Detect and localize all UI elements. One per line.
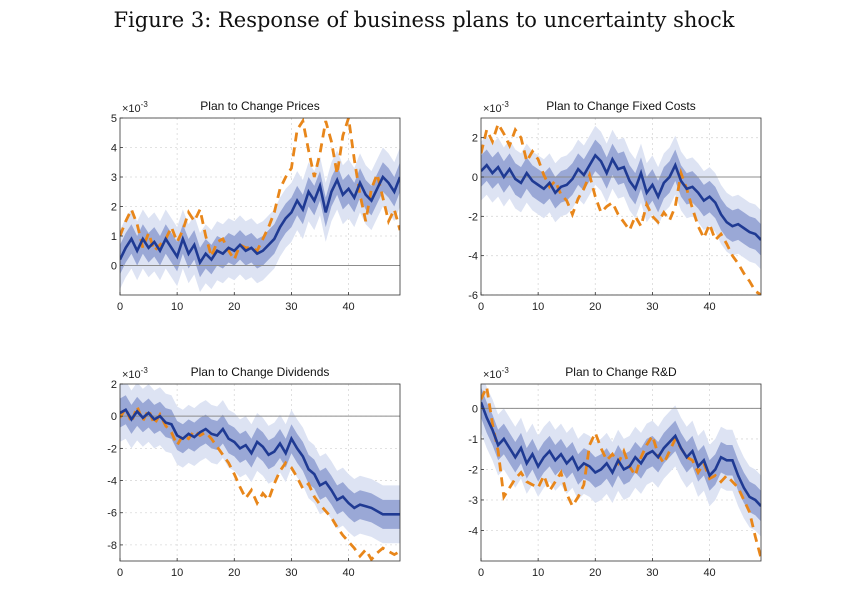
axes-frame [480, 117, 762, 296]
axis-multiplier: ×10-3 [483, 366, 509, 381]
y-tick-label: 1 [111, 231, 117, 243]
axes-frame [480, 383, 762, 562]
x-tick-label: 40 [703, 567, 715, 579]
y-tick-label: -8 [107, 540, 117, 552]
panel-title: Plan to Change Fixed Costs [546, 99, 695, 113]
panel-plan-to-change-fixed-costs: 0 10 20 30 40 -6 -4 -2 0 2 ×10-3 Plan to Change Fix… [466, 95, 776, 325]
panel-plan-to-change-prices: 0 10 20 30 40 0 1 2 3 4 5 ×10-3 Plan to Change Price… [105, 95, 415, 325]
confidence-band-inner [481, 139, 761, 256]
x-tick-label: 10 [532, 567, 544, 579]
series-median-line [120, 174, 400, 266]
y-tick-label: 2 [111, 202, 117, 214]
axis-multiplier: ×10-3 [122, 366, 148, 381]
y-tick-label: -4 [107, 476, 117, 488]
y-tick-label: -3 [468, 495, 478, 507]
x-tick-label: 0 [478, 567, 484, 579]
plot-area [481, 118, 761, 295]
panel-title: Plan to Change R&D [565, 365, 677, 379]
axis-multiplier: ×10-3 [122, 100, 148, 115]
x-tick-label: 10 [171, 567, 183, 579]
y-tick-label: 5 [111, 113, 117, 125]
y-tick-label: -1 [468, 434, 478, 446]
x-tick-label: 0 [117, 301, 123, 313]
y-tick-label: -4 [468, 251, 478, 263]
series-dashed-line [120, 118, 400, 263]
plot-area [481, 384, 761, 561]
y-tick-label: 0 [111, 411, 117, 423]
axis-multiplier: ×10-3 [483, 100, 509, 115]
x-tick-label: 30 [646, 567, 658, 579]
y-tick-label: -2 [468, 464, 478, 476]
confidence-band-inner [120, 395, 400, 529]
series-dashed-line [481, 384, 761, 559]
figure-title: Figure 3: Response of business plans to … [113, 8, 735, 32]
y-tick-label: -2 [107, 443, 117, 455]
series-dashed-line [120, 402, 400, 561]
series-median-line [481, 153, 761, 241]
y-tick-label: 2 [111, 379, 117, 391]
confidence-band-inner [120, 162, 400, 278]
x-tick-label: 30 [646, 301, 658, 313]
series-median-line [120, 407, 400, 516]
y-tick-label: 3 [111, 172, 117, 184]
y-tick-label: -2 [468, 211, 478, 223]
panel-title: Plan to Change Prices [200, 99, 319, 113]
x-tick-label: 20 [228, 567, 240, 579]
panel-title: Plan to Change Dividends [191, 365, 330, 379]
y-tick-label: -4 [468, 525, 478, 537]
chart-plan-to-change-dividends: 0 10 20 30 40 -8 -6 -4 -2 0 2 ×10-3 Plan to Change D… [107, 365, 401, 579]
x-tick-label: 40 [342, 567, 354, 579]
chart-plan-to-change-rnd: 0 10 20 30 40 -4 -3 -2 -1 0 ×10-3 Plan to Change R&… [468, 365, 762, 579]
y-tick-label: 0 [111, 261, 117, 273]
chart-plan-to-change-prices: 0 10 20 30 40 0 1 2 3 4 5 ×10-3 Plan to Change Price… [111, 99, 401, 313]
axes-frame [119, 383, 401, 562]
x-tick-label: 0 [478, 301, 484, 313]
panel-plan-to-change-dividends: 0 10 20 30 40 -8 -6 -4 -2 0 2 ×10-3 Plan to Change D… [105, 361, 415, 591]
y-tick-label: 4 [111, 143, 117, 155]
y-tick-label: 2 [472, 133, 478, 145]
y-tick-label: -6 [468, 290, 478, 302]
confidence-band-outer [481, 125, 761, 270]
x-tick-label: 30 [285, 301, 297, 313]
x-tick-label: 40 [703, 301, 715, 313]
x-tick-label: 30 [285, 567, 297, 579]
x-tick-label: 40 [342, 301, 354, 313]
axis-multiplier-exponent: -3 [502, 366, 510, 375]
plot-area [120, 118, 400, 295]
x-tick-label: 20 [228, 301, 240, 313]
x-tick-label: 10 [171, 301, 183, 313]
y-tick-label: -6 [107, 508, 117, 520]
axis-multiplier-exponent: -3 [141, 366, 149, 375]
series-median-line [481, 401, 761, 507]
x-tick-label: 20 [589, 567, 601, 579]
plot-area [120, 384, 400, 561]
x-tick-label: 10 [532, 301, 544, 313]
axis-multiplier-exponent: -3 [502, 100, 510, 109]
y-tick-label: 0 [472, 403, 478, 415]
chart-plan-to-change-fixed-costs: 0 10 20 30 40 -6 -4 -2 0 2 ×10-3 Plan to Change Fix… [468, 99, 762, 313]
x-tick-label: 0 [117, 567, 123, 579]
confidence-band-inner [481, 387, 761, 522]
axis-multiplier-exponent: -3 [141, 100, 149, 109]
x-tick-label: 20 [589, 301, 601, 313]
y-tick-label: 0 [472, 172, 478, 184]
panel-plan-to-change-rnd: 0 10 20 30 40 -4 -3 -2 -1 0 ×10-3 Plan to Change R&… [466, 361, 776, 591]
